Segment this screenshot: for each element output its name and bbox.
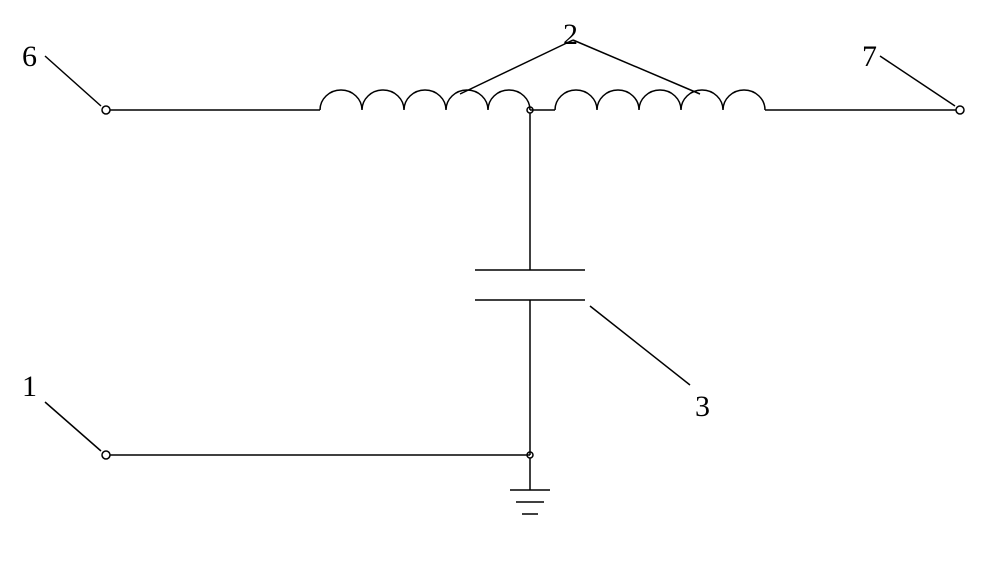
label-6: 6 — [22, 40, 37, 74]
label-2: 2 — [563, 18, 578, 52]
label-7: 7 — [862, 40, 877, 74]
label-1: 1 — [22, 370, 37, 404]
circuit-diagram — [0, 0, 1000, 583]
label-3: 3 — [695, 390, 710, 424]
